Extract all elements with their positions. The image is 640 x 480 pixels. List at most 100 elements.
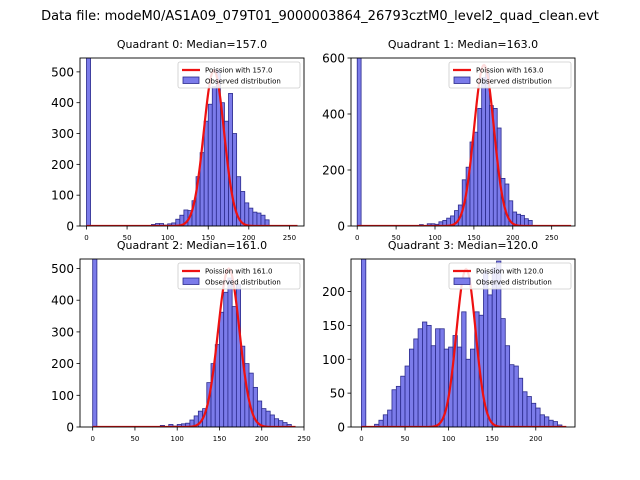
y-tick-label: 100 xyxy=(322,353,345,367)
x-tick-label: 0 xyxy=(84,234,88,242)
x-tick-label: 250 xyxy=(297,435,310,443)
legend-label-poisson: Poission with 120.0 xyxy=(476,268,544,276)
legend-label-observed: Observed distribution xyxy=(205,279,281,287)
legend-box xyxy=(448,262,572,290)
legend-bar-swatch xyxy=(182,76,200,84)
y-tick-label: 200 xyxy=(51,357,74,371)
plot-area xyxy=(361,259,567,427)
histogram-bar xyxy=(228,93,233,226)
poisson-curve xyxy=(357,63,572,226)
histogram-bar xyxy=(517,377,524,427)
histogram-bar xyxy=(211,86,217,226)
x-tick-label: 100 xyxy=(442,435,455,443)
x-tick-label: 200 xyxy=(506,234,519,242)
x-tick-label: 200 xyxy=(529,435,542,443)
subplot-title: Quadrant 1: Median=163.0 xyxy=(388,38,538,51)
x-tick-label: 150 xyxy=(467,234,480,242)
histogram-bar xyxy=(531,402,537,427)
histogram-bar xyxy=(535,407,541,427)
legend: Poission with 157.0 Observed distribution xyxy=(177,61,301,89)
histogram-bar xyxy=(539,414,545,427)
poisson-curve xyxy=(92,267,296,427)
histogram-bar xyxy=(86,58,91,226)
legend-label-observed: Observed distribution xyxy=(476,78,552,86)
histogram-bar xyxy=(481,77,486,226)
subplot-grid: 0 50 100 150 200 2500100200300400500Quadrant … xyxy=(51,38,576,443)
y-tick-label: 500 xyxy=(51,65,74,79)
histogram-bar xyxy=(203,120,209,226)
x-tick-label: 150 xyxy=(202,234,215,242)
x-tick-label: 50 xyxy=(123,234,132,242)
y-tick-label: 0 xyxy=(337,220,345,234)
x-tick-label: 0 xyxy=(355,234,359,242)
legend-bar-swatch xyxy=(453,76,471,84)
x-tick-label: 50 xyxy=(392,234,401,242)
histogram-bar xyxy=(244,202,250,226)
x-tick-label: 100 xyxy=(428,234,441,242)
histogram-bar xyxy=(387,409,393,427)
legend: Poission with 161.0 Observed distribution xyxy=(177,262,301,290)
histogram-bar xyxy=(92,259,98,427)
y-tick-label: 200 xyxy=(322,164,345,178)
histogram-bar xyxy=(219,311,225,427)
histogram-bar xyxy=(261,408,267,427)
legend-label-poisson: Poission with 161.0 xyxy=(205,268,273,276)
y-tick-label: 200 xyxy=(51,158,74,172)
histogram-bar xyxy=(456,346,463,427)
x-tick-label: 50 xyxy=(130,435,139,443)
plot-area xyxy=(86,58,298,226)
legend-bar-swatch xyxy=(182,277,200,285)
histogram-bar xyxy=(227,277,233,427)
histogram-bar xyxy=(252,211,258,226)
x-tick-label: 200 xyxy=(255,435,268,443)
histogram-bar xyxy=(526,396,532,427)
x-tick-label: 0 xyxy=(90,435,94,443)
histogram-bar xyxy=(382,414,389,427)
histogram-bar xyxy=(487,294,493,427)
x-tick-label: 200 xyxy=(242,234,255,242)
subplot-quadrant-1: 0 50 100 150 200 250 0 200 400 600 Quadrant 1: Med… xyxy=(322,38,576,242)
histogram-bar xyxy=(417,328,423,427)
x-tick-label: 50 xyxy=(401,435,410,443)
axes-frame xyxy=(350,258,576,428)
plot-area xyxy=(356,58,572,226)
histogram-bar xyxy=(356,58,362,226)
subplot-quadrant-0: 0 50 100 150 200 250 0 100 200 300 400 500 Quadrant … xyxy=(51,38,305,242)
legend-label-poisson: Poission with 163.0 xyxy=(476,67,544,75)
y-tick-label: 0 xyxy=(337,421,345,435)
y-tick-label: 200 xyxy=(322,285,345,299)
x-tick-label: 250 xyxy=(283,234,296,242)
subplot-title: Quadrant 0: Median=157.0 xyxy=(117,38,267,51)
legend-box xyxy=(177,262,301,290)
histogram-bar xyxy=(207,103,213,226)
histogram-bar xyxy=(265,410,271,427)
histogram-bar xyxy=(522,391,528,427)
y-tick-label: 100 xyxy=(51,389,74,403)
histogram-bar xyxy=(430,345,436,427)
histogram-bar xyxy=(264,219,270,226)
subplot-quadrant-2: 0 50 100 150 200 250 0 100 200 300 400 500 Quadrant … xyxy=(51,239,311,443)
histogram-bar xyxy=(485,73,490,226)
x-tick-label: 150 xyxy=(486,435,499,443)
histogram-bar xyxy=(544,416,550,427)
legend-label-observed: Observed distribution xyxy=(476,279,552,287)
histogram-bar xyxy=(473,131,479,226)
histogram-bar xyxy=(520,214,525,226)
histogram-bar xyxy=(391,389,397,427)
histogram-bar xyxy=(477,108,483,226)
histogram-bar xyxy=(413,338,419,427)
histogram-bar xyxy=(513,365,519,427)
y-tick-label: 0 xyxy=(66,421,74,435)
subplot-title: Quadrant 3: Median=120.0 xyxy=(388,239,538,252)
y-tick-label: 300 xyxy=(51,127,74,141)
histogram-bar xyxy=(231,306,237,427)
axes-frame xyxy=(79,57,305,227)
histogram-bar xyxy=(361,259,367,427)
y-tick-label: 50 xyxy=(330,387,345,401)
axes-frame xyxy=(79,258,305,428)
legend-bar-swatch xyxy=(453,277,471,285)
histogram-bar xyxy=(509,364,515,427)
subplot-title: Quadrant 2: Median=161.0 xyxy=(117,239,267,252)
histogram-bar xyxy=(426,324,432,427)
